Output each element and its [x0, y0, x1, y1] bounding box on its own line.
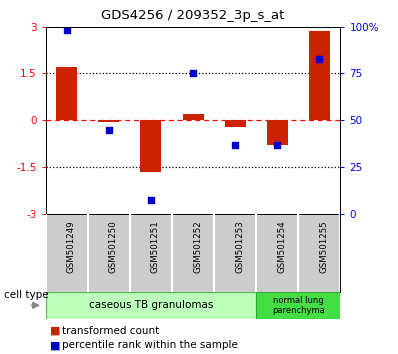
- Text: ■: ■: [50, 340, 60, 350]
- Point: [148, 198, 154, 203]
- Text: GSM501249: GSM501249: [67, 221, 76, 273]
- Text: GSM501255: GSM501255: [319, 221, 328, 273]
- Text: GSM501251: GSM501251: [151, 221, 160, 273]
- Bar: [224, 120, 246, 127]
- Text: GSM501250: GSM501250: [109, 221, 118, 273]
- Bar: [98, 120, 119, 122]
- Point: [106, 127, 112, 133]
- Point: [274, 143, 280, 148]
- Text: normal lung
parenchyma: normal lung parenchyma: [272, 296, 325, 315]
- Bar: [56, 67, 77, 120]
- Text: GSM501252: GSM501252: [193, 221, 202, 273]
- Bar: [46, 292, 256, 319]
- Text: GSM501254: GSM501254: [277, 221, 286, 273]
- Text: transformed count: transformed count: [62, 326, 159, 336]
- Text: cell type: cell type: [4, 290, 49, 300]
- Bar: [183, 114, 203, 120]
- Point: [316, 56, 322, 62]
- Bar: [256, 292, 340, 319]
- Point: [232, 143, 238, 148]
- Bar: [140, 120, 162, 172]
- Text: caseous TB granulomas: caseous TB granulomas: [89, 300, 213, 310]
- Text: GDS4256 / 209352_3p_s_at: GDS4256 / 209352_3p_s_at: [101, 9, 285, 22]
- Text: percentile rank within the sample: percentile rank within the sample: [62, 340, 238, 350]
- Text: GSM501253: GSM501253: [235, 221, 244, 273]
- Point: [190, 71, 196, 76]
- Bar: [309, 31, 330, 120]
- Bar: [267, 120, 288, 145]
- Text: ■: ■: [50, 326, 60, 336]
- Point: [64, 28, 70, 33]
